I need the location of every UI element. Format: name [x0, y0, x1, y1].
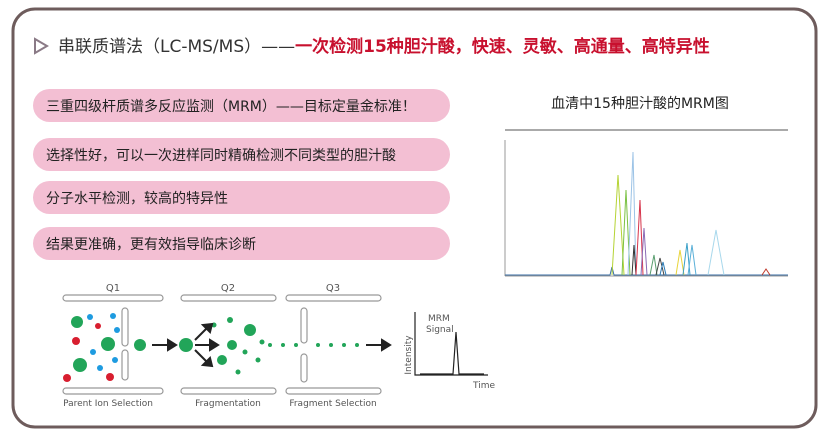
pill — [33, 89, 450, 122]
mrm-diagram: Q1 Q2 Q3 Parent Ion Selection Fragmentat… — [62, 283, 495, 409]
stage-label: Q3 — [326, 283, 340, 294]
stage-label: Q2 — [221, 283, 235, 294]
ions — [63, 313, 359, 382]
bullet-icon — [34, 37, 49, 55]
bullet-text: 三重四级杆质谱多反应监测（MRM）——目标定量金标准！ — [46, 98, 416, 115]
pill — [33, 138, 450, 171]
signal-title: MRM — [428, 314, 450, 324]
signal-title: Signal — [426, 325, 454, 335]
chromatogram-title: 血清中15种胆汁酸的MRM图 — [551, 96, 729, 112]
pill — [33, 227, 450, 260]
bullet-text: 选择性好，可以一次进样同时精确检测不同类型的胆汁酸 — [46, 148, 396, 164]
bullet-text: 结果更准确，更有效指导临床诊断 — [46, 237, 256, 253]
signal-x-label: Time — [472, 381, 495, 391]
signal-y-label: Intensity — [404, 335, 414, 375]
header-highlight: 一次检测15种胆汁酸，快速、灵敏、高通量、高特异性 — [295, 36, 710, 57]
bullet-list: 三重四级杆质谱多反应监测（MRM）——目标定量金标准！ 选择性好，可以一次进样同… — [33, 89, 450, 260]
stage-caption: Fragmentation — [195, 399, 261, 409]
chromatogram-image — [504, 129, 788, 277]
header-title: 串联质谱法（LC-MS/MS）——一次检测15种胆汁酸，快速、灵敏、高通量、高特… — [58, 36, 710, 57]
bullet-text: 分子水平检测，较高的特异性 — [46, 190, 228, 207]
stage-label: Q1 — [106, 283, 120, 294]
stage-caption: Fragment Selection — [289, 399, 376, 409]
pill — [33, 181, 450, 214]
header-main: 串联质谱法（LC-MS/MS）—— — [58, 37, 295, 57]
stage-caption: Parent Ion Selection — [63, 399, 153, 409]
